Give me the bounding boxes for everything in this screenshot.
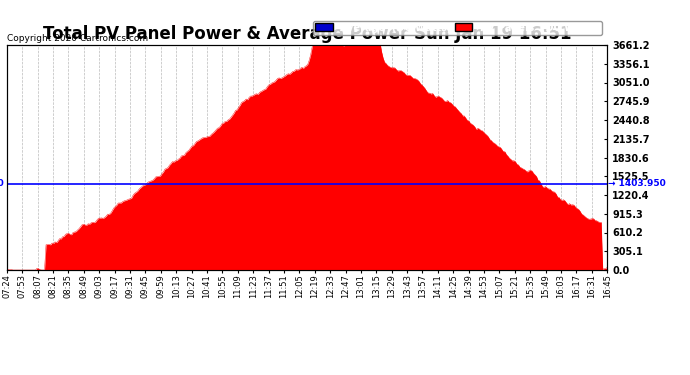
Legend: Average  (DC Watts), PV Panels  (DC Watts): Average (DC Watts), PV Panels (DC Watts) xyxy=(313,21,602,34)
Text: → 1403.950: → 1403.950 xyxy=(609,179,666,188)
Text: Copyright 2020 Cartronics.com: Copyright 2020 Cartronics.com xyxy=(7,34,148,43)
Text: ← 1403.950: ← 1403.950 xyxy=(0,179,4,188)
Title: Total PV Panel Power & Average Power Sun Jan 19 16:51: Total PV Panel Power & Average Power Sun… xyxy=(43,26,571,44)
